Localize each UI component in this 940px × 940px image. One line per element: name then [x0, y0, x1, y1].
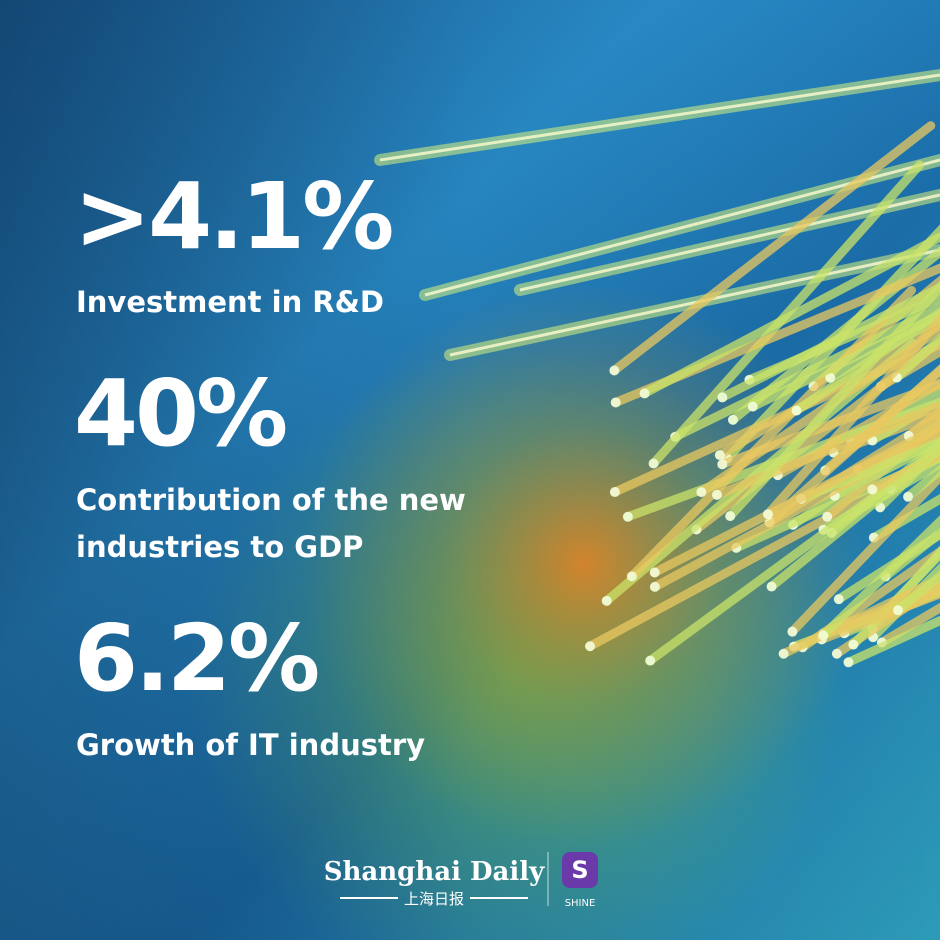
fiber: [846, 384, 940, 448]
footer: Shanghai Daily 上海日报 S SHINE: [324, 852, 598, 909]
fiber: [833, 594, 844, 605]
stat-figure: 6.2%: [74, 605, 318, 712]
fiber: [645, 655, 656, 666]
fiber: [779, 573, 940, 659]
stat-figure: >4.1%: [74, 163, 392, 270]
fiber: [727, 414, 738, 425]
fiber: [796, 437, 940, 504]
brand: Shanghai Daily: [324, 857, 545, 887]
fiber: [869, 494, 940, 543]
fiber: [717, 459, 728, 470]
fiber: [818, 515, 940, 640]
stat-caption: Growth of IT industry: [76, 728, 425, 762]
fiber: [712, 400, 940, 500]
fiber: [725, 511, 736, 522]
fiber: [725, 280, 940, 521]
fiber: [876, 346, 940, 391]
fiber: [843, 615, 940, 667]
fiber: [817, 588, 940, 644]
stat-caption: Contribution of the new: [76, 483, 466, 517]
fiber: [877, 602, 940, 648]
fiber: [747, 401, 758, 412]
fiber: [717, 379, 940, 469]
fiber: [748, 310, 940, 412]
fiber: [903, 491, 914, 502]
fiber: [650, 421, 940, 577]
fiber: [622, 511, 633, 522]
fiber: [696, 487, 707, 498]
fiber: [791, 307, 940, 416]
fiber: [766, 581, 777, 592]
fiber: [818, 630, 829, 641]
fiber: [892, 605, 903, 616]
fiber: [648, 458, 659, 469]
fiber-bundle: [374, 69, 940, 668]
fiber: [867, 484, 878, 495]
fiber: [601, 595, 612, 606]
fiber: [798, 546, 940, 652]
fiber: [610, 397, 621, 408]
stat-caption: industries to GDP: [76, 530, 363, 564]
fiber: [626, 571, 637, 582]
fiber: [585, 641, 596, 652]
fiber: [519, 193, 940, 292]
fiber: [714, 450, 725, 461]
fiber: [787, 626, 798, 637]
fiber: [843, 657, 854, 668]
fiber: [623, 397, 940, 522]
fiber: [649, 581, 660, 592]
fiber: [379, 73, 940, 162]
fiber: [825, 372, 836, 383]
fiber: [627, 285, 917, 581]
fiber: [609, 365, 620, 376]
fiber: [609, 487, 620, 498]
fiber: [762, 509, 773, 520]
fiber: [696, 323, 940, 497]
fiber: [778, 648, 789, 659]
fiber: [787, 470, 940, 637]
app-icon: [562, 852, 598, 888]
fiber: [649, 567, 660, 578]
stat-figure: 40%: [74, 360, 286, 467]
fiber: [609, 121, 936, 375]
fiber: [717, 282, 940, 402]
fiber: [822, 511, 833, 522]
fiber: [717, 392, 728, 403]
fiber: [640, 232, 940, 398]
fiber: [712, 489, 723, 500]
fiber: [763, 312, 940, 519]
fiber: [791, 405, 802, 416]
fiber: [639, 388, 650, 399]
fiber: [848, 639, 859, 650]
brand-cn: 上海日报: [404, 890, 464, 908]
fiber: [767, 443, 940, 592]
app-name: SHINE: [565, 898, 596, 909]
stat-caption: Investment in R&D: [76, 285, 384, 319]
fiber: [831, 648, 842, 659]
fiber: [650, 427, 940, 592]
app-icon-letter: S: [571, 856, 588, 884]
